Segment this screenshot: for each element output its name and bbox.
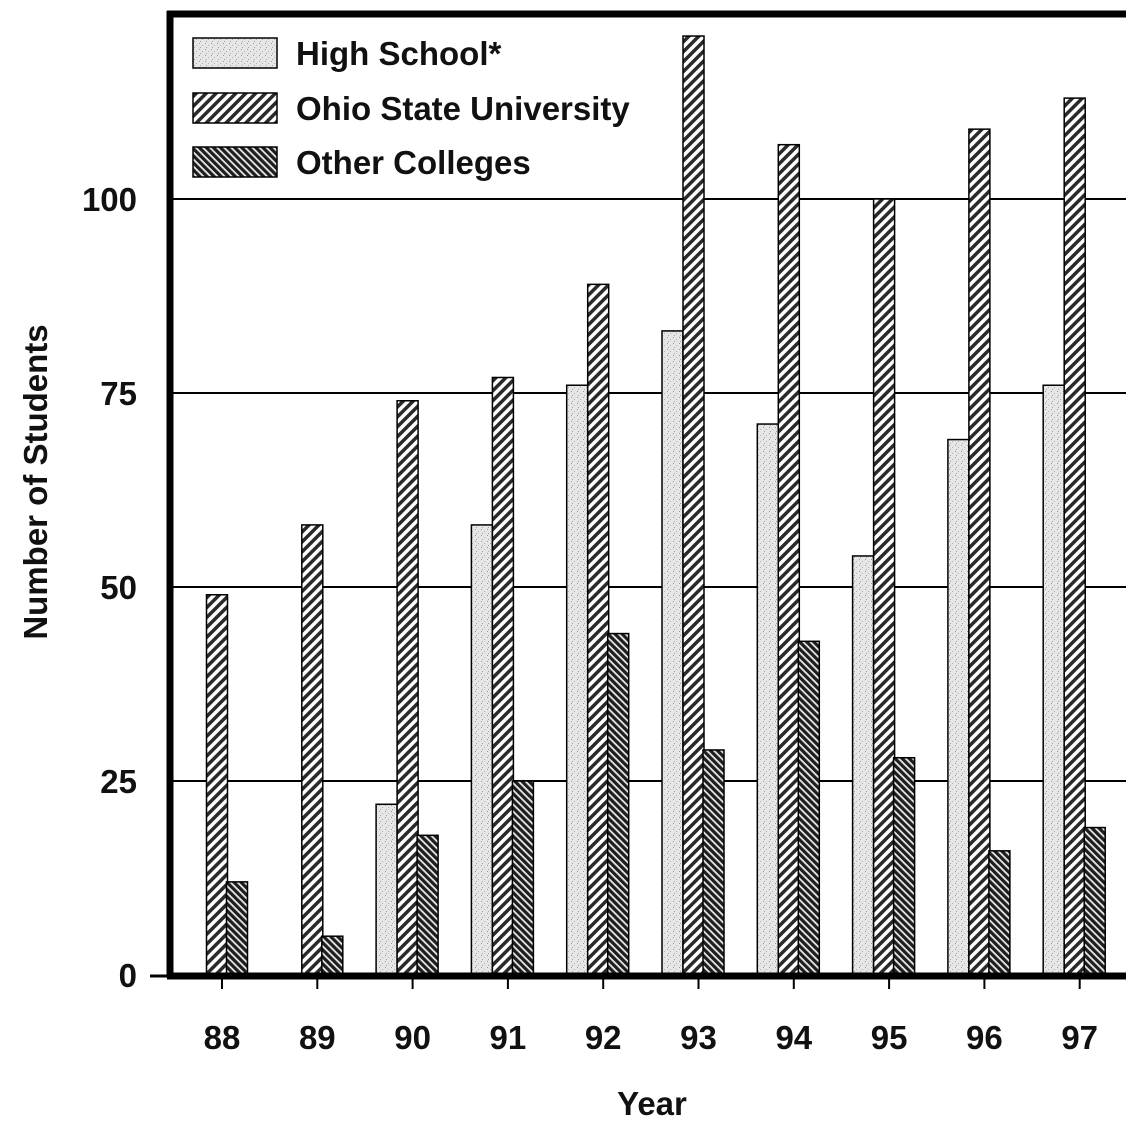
bar-high-school-90 [375,803,398,976]
bar-high-school-91 [470,524,494,976]
bar-other-colleges-97 [1083,826,1106,976]
y-tick-label-75: 75 [100,375,137,412]
y-tick-label-50: 50 [100,569,137,606]
bar-other-colleges-90 [416,834,439,976]
x-tick-label-95: 95 [871,1019,908,1056]
bar-high-school-96 [947,438,970,976]
y-tick-label-0: 0 [119,957,137,994]
y-tick-label-25: 25 [100,763,137,800]
bar-ohio-state-university-94 [777,143,801,976]
legend-label-2: Ohio State University [296,90,630,127]
bar-other-colleges-94 [797,640,821,976]
bar-high-school-97 [1042,384,1065,976]
bar-ohio-state-university-92 [586,283,610,976]
bar-ohio-state-university-89 [301,524,324,976]
bars [205,35,1106,976]
legend-label-1: High School* [296,35,501,72]
bar-ohio-state-university-93 [682,35,705,976]
x-tick-label-90: 90 [394,1019,431,1056]
bar-ohio-state-university-96 [968,128,991,976]
y-axis-title: Number of Students [17,324,54,639]
y-tick-label-100: 100 [82,181,137,218]
x-tick-label-88: 88 [204,1019,241,1056]
legend: High School* Ohio State University Other C… [192,35,630,181]
tick-labels: 0 25 50 75 100 88 89 90 91 92 93 94 95 96 97 [82,181,1098,1056]
bar-high-school-93 [661,330,684,976]
x-axis-title: Year [617,1085,687,1121]
legend-label-3: Other Colleges [296,144,531,181]
bar-ohio-state-university-88 [205,594,229,976]
x-tick-label-97: 97 [1061,1019,1098,1056]
bar-other-colleges-93 [702,749,725,976]
x-tick-label-96: 96 [966,1019,1003,1056]
bar-other-colleges-95 [892,756,916,976]
bar-ohio-state-university-97 [1063,97,1086,976]
x-tick-label-91: 91 [490,1019,527,1056]
bar-other-colleges-91 [511,780,535,976]
bar-high-school-95 [851,555,875,976]
bar-other-colleges-88 [225,881,249,976]
x-tick-label-92: 92 [585,1019,622,1056]
legend-swatch-1 [192,37,278,69]
bar-ohio-state-university-91 [491,376,515,976]
bar-ohio-state-university-90 [396,400,419,976]
x-tick-label-93: 93 [680,1019,717,1056]
bar-high-school-92 [565,384,589,976]
bar-ohio-state-university-95 [872,198,896,976]
bar-other-colleges-96 [988,850,1011,976]
bar-other-colleges-92 [606,632,630,976]
legend-swatch-3 [192,146,278,178]
legend-swatch-2 [192,92,278,124]
x-tick-label-89: 89 [299,1019,336,1056]
plot-frame [150,10,1126,980]
bar-other-colleges-89 [321,935,344,976]
bar-high-school-94 [756,423,780,976]
x-tick-label-94: 94 [775,1019,812,1056]
